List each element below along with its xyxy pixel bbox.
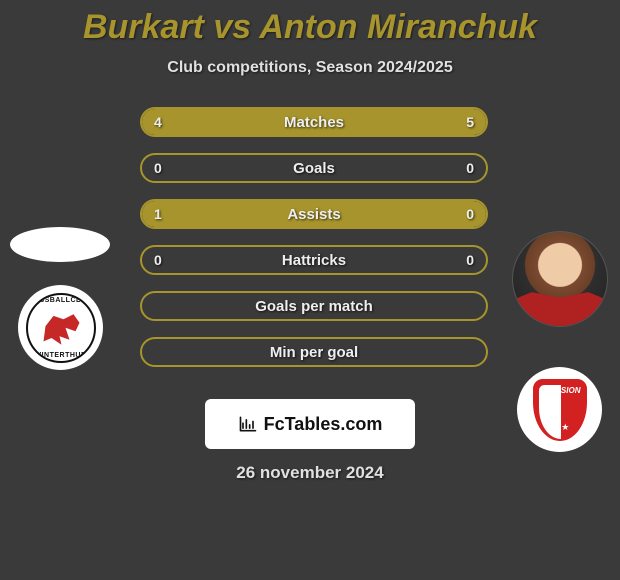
right-club-label: FC SION (548, 387, 580, 395)
stat-right-value: 5 (466, 114, 474, 130)
stat-right-value: 0 (466, 160, 474, 176)
stat-bar: 0 0 Hattricks (140, 245, 488, 275)
stat-left-value: 0 (154, 252, 162, 268)
lion-icon (42, 313, 82, 347)
chart-icon (238, 414, 258, 434)
right-player-avatar (512, 231, 608, 327)
page-subtitle: Club competitions, Season 2024/2025 (0, 59, 620, 77)
left-club-name-top: FUSSBALLCLUB (28, 297, 94, 304)
stat-right-value: 0 (466, 206, 474, 222)
right-club-badge: FC SION ★ ★ (517, 367, 602, 452)
stat-left-value: 0 (154, 160, 162, 176)
stat-label: Hattricks (282, 252, 346, 269)
stat-bar: 1 0 Assists (140, 199, 488, 229)
left-club-badge: FUSSBALLCLUB WINTERTHUR (18, 285, 103, 370)
footer-date: 26 november 2024 (0, 463, 620, 483)
stat-bar: 0 0 Goals (140, 153, 488, 183)
stat-label: Goals per match (255, 298, 373, 315)
brand-name: FcTables.com (264, 414, 383, 435)
left-player-avatar (10, 227, 110, 262)
stat-bar: Goals per match (140, 291, 488, 321)
right-club-stars: ★ ★ (535, 422, 585, 433)
stat-bars-container: 4 5 Matches 0 0 Goals 1 0 Assists 0 0 Hattricks Goal… (140, 107, 488, 383)
stat-label: Min per goal (270, 344, 358, 361)
stat-left-value: 4 (154, 114, 162, 130)
stat-fill-left (142, 109, 293, 135)
comparison-area: FUSSBALLCLUB WINTERTHUR FC SION ★ ★ 45Ma… (0, 107, 620, 387)
stat-bar: Min per goal (140, 337, 488, 367)
left-club-name-bottom: WINTERTHUR (28, 352, 94, 359)
stat-bar: 4 5 Matches (140, 107, 488, 137)
brand-logo: FcTables.com (205, 399, 415, 449)
stat-left-value: 1 (154, 206, 162, 222)
stat-label: Goals (293, 160, 335, 177)
stat-label: Assists (287, 206, 340, 223)
stat-right-value: 0 (466, 252, 474, 268)
page-title: Burkart vs Anton Miranchuk (0, 0, 620, 47)
stat-label: Matches (284, 114, 344, 131)
